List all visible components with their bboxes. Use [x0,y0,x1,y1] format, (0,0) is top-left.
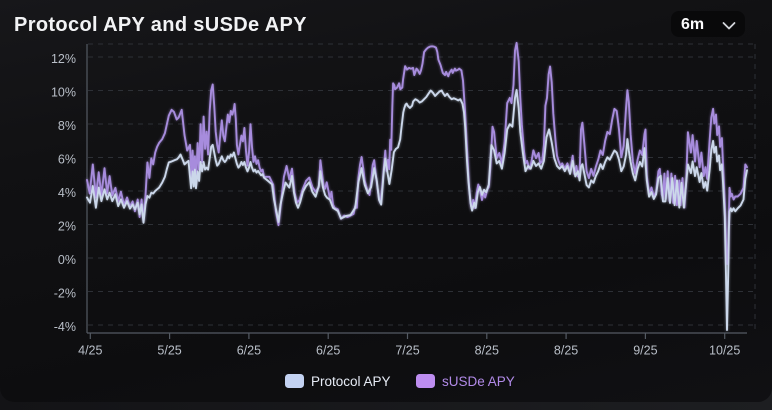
svg-text:9/25: 9/25 [633,344,657,358]
svg-text:6%: 6% [58,153,76,167]
svg-text:10%: 10% [51,86,76,100]
svg-text:4%: 4% [58,186,76,200]
svg-text:0%: 0% [58,253,76,267]
svg-text:6/25: 6/25 [237,344,261,358]
svg-text:6/25: 6/25 [316,344,340,358]
svg-text:5/25: 5/25 [157,344,181,358]
svg-text:4/25: 4/25 [78,344,102,358]
svg-text:-4%: -4% [54,320,76,334]
svg-text:8/25: 8/25 [475,344,499,358]
svg-text:12%: 12% [51,52,76,66]
svg-text:10/25: 10/25 [709,344,740,358]
svg-text:2%: 2% [58,220,76,234]
svg-text:7/25: 7/25 [395,344,419,358]
svg-text:8/25: 8/25 [554,344,578,358]
svg-text:8%: 8% [58,119,76,133]
svg-text:-2%: -2% [54,287,76,301]
